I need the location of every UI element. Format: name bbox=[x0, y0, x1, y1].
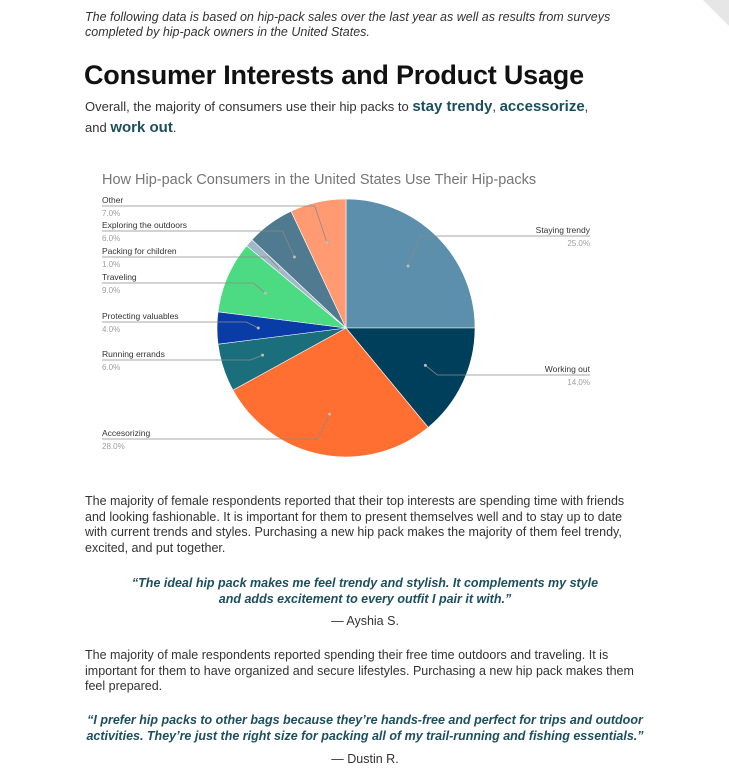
slice-label-other: Other bbox=[102, 195, 123, 205]
usage-pie-chart: How Hip-pack Consumers in the United Sta… bbox=[102, 172, 591, 458]
slice-percent-exploring-the-outdoors: 6.0% bbox=[102, 234, 120, 243]
leader-line-traveling bbox=[102, 282, 266, 294]
leader-dot-accesorizing bbox=[328, 412, 332, 416]
section-title: Consumer Interests and Product Usage bbox=[84, 60, 584, 90]
leader-dot-exploring-the-outdoors bbox=[292, 255, 296, 259]
female-quote-author: — Ayshia S. bbox=[331, 614, 399, 628]
leader-dot-packing-for-children bbox=[278, 268, 282, 272]
intro-text: The following data is based on hip-pack … bbox=[85, 10, 611, 39]
page-corner-fold bbox=[703, 0, 729, 26]
leader-line-other bbox=[102, 205, 328, 243]
leader-line-exploring-the-outdoors bbox=[102, 230, 295, 258]
lead-end: . bbox=[172, 120, 177, 135]
pie-slice-working-out bbox=[345, 327, 476, 428]
highlight-work-out: work out bbox=[110, 119, 173, 136]
lead-text: and bbox=[85, 120, 111, 135]
lead-separator: , bbox=[584, 99, 589, 114]
leader-line-protecting-valuables bbox=[102, 321, 259, 329]
male-quote-author: — Dustin R. bbox=[331, 752, 399, 766]
slice-label-protecting-valuables: Protecting valuables bbox=[102, 311, 179, 321]
slice-label-packing-for-children: Packing for children bbox=[102, 246, 177, 256]
leader-dot-working-out bbox=[423, 363, 427, 367]
leader-line-accesorizing bbox=[102, 413, 330, 440]
pie-slice-accesorizing bbox=[232, 327, 429, 458]
female-quote-line-2: and adds excitement to every outfit I pa… bbox=[218, 592, 512, 606]
highlight-stay-trendy: stay trendy bbox=[412, 98, 493, 115]
pie-slice-other bbox=[290, 198, 347, 329]
leader-dot-running-errands bbox=[261, 353, 265, 357]
male-quote-line-1: “I prefer hip packs to other bags becaus… bbox=[87, 713, 643, 727]
pie-slice-staying-trendy bbox=[345, 198, 476, 329]
leader-line-running-errands bbox=[102, 354, 263, 361]
slice-percent-working-out: 14.0% bbox=[567, 378, 590, 387]
leader-line-staying-trendy bbox=[407, 235, 590, 267]
chart-title: How Hip-pack Consumers in the United Sta… bbox=[102, 172, 536, 188]
slice-percent-accesorizing: 28.0% bbox=[102, 442, 125, 451]
female-quote: “The ideal hip pack makes me feel trendy… bbox=[60, 575, 670, 607]
leader-dot-traveling bbox=[263, 291, 267, 295]
slice-percent-other: 7.0% bbox=[102, 209, 120, 218]
slice-percent-traveling: 9.0% bbox=[102, 286, 120, 295]
slice-percent-packing-for-children: 1.0% bbox=[102, 260, 120, 269]
male-quote: “I prefer hip packs to other bags becaus… bbox=[60, 712, 670, 744]
male-quote-line-2: activities. They’re just the right size … bbox=[86, 729, 644, 743]
slice-percent-staying-trendy: 25.0% bbox=[567, 239, 590, 248]
lead-text: Overall, the majority of consumers use t… bbox=[85, 99, 413, 114]
leader-dot-protecting-valuables bbox=[256, 326, 260, 330]
leader-line-working-out bbox=[425, 365, 590, 376]
slice-label-accesorizing: Accesorizing bbox=[102, 428, 150, 438]
leader-dot-staying-trendy bbox=[406, 264, 410, 268]
slice-label-staying-trendy: Staying trendy bbox=[536, 225, 591, 235]
slice-percent-running-errands: 6.0% bbox=[102, 363, 120, 372]
leader-dot-other bbox=[325, 240, 329, 244]
slice-label-exploring-the-outdoors: Exploring the outdoors bbox=[102, 220, 187, 230]
female-paragraph: The majority of female respondents repor… bbox=[85, 494, 625, 555]
section-lead: Overall, the majority of consumers use t… bbox=[85, 96, 645, 138]
slice-label-traveling: Traveling bbox=[102, 272, 137, 282]
leader-line-packing-for-children bbox=[102, 256, 281, 271]
slice-label-working-out: Working out bbox=[545, 364, 591, 374]
slice-label-running-errands: Running errands bbox=[102, 349, 165, 359]
female-quote-line-1: “The ideal hip pack makes me feel trendy… bbox=[131, 576, 599, 590]
slice-percent-protecting-valuables: 4.0% bbox=[102, 325, 120, 334]
male-paragraph: The majority of male respondents reporte… bbox=[85, 648, 634, 693]
highlight-accessorize: accessorize bbox=[499, 98, 585, 115]
lead-separator: , bbox=[492, 99, 500, 114]
